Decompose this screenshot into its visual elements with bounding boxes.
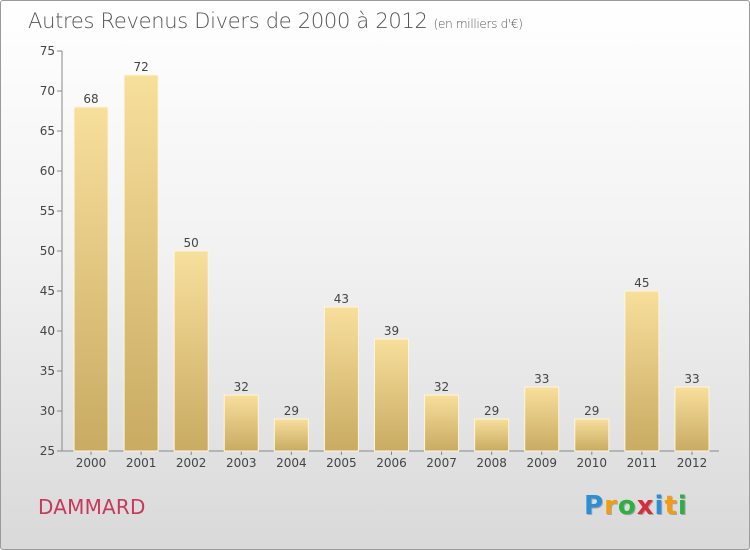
bar: [223, 394, 259, 452]
x-tick-label: 2009: [526, 456, 557, 470]
bar: [123, 74, 159, 452]
x-tick-label: 2006: [376, 456, 407, 470]
bar: [574, 418, 610, 452]
bar-value-label: 68: [83, 92, 98, 106]
x-tick-label: 2012: [677, 456, 708, 470]
brand-letter: t: [664, 491, 678, 521]
bar-value-label: 32: [434, 380, 449, 394]
bar: [624, 290, 660, 452]
y-tick-label: 25: [40, 444, 55, 458]
bar-value-label: 32: [234, 380, 249, 394]
bar: [424, 394, 460, 452]
bar-value-label: 39: [384, 324, 399, 338]
x-tick-label: 2005: [326, 456, 357, 470]
brand-letter: r: [604, 491, 618, 521]
y-tick-label: 70: [40, 84, 55, 98]
y-tick-label: 65: [40, 124, 55, 138]
bar-value-label: 72: [133, 60, 148, 74]
proxiti-logo: Proxiti: [584, 491, 688, 521]
bar: [374, 338, 409, 452]
y-tick-label: 50: [40, 244, 55, 258]
bar: [273, 418, 309, 452]
bar-value-label: 29: [484, 404, 499, 418]
y-tick-label: 35: [40, 364, 55, 378]
bar-value-label: 33: [684, 372, 699, 386]
bar: [474, 418, 510, 452]
commune-name: DAMMARD: [38, 495, 146, 519]
brand-letter: i: [654, 491, 665, 521]
bar: [323, 306, 359, 452]
brand-letter: o: [617, 491, 637, 521]
bar-value-label: 43: [334, 292, 349, 306]
x-tick-label: 2000: [76, 456, 107, 470]
x-tick-label: 2002: [176, 456, 207, 470]
bar: [674, 386, 710, 452]
chart-title: Autres Revenus Divers de 2000 à 2012 (en …: [28, 9, 523, 33]
y-tick-label: 45: [40, 284, 55, 298]
y-tick-label: 30: [40, 404, 55, 418]
x-tick-label: 2001: [126, 456, 157, 470]
y-tick-label: 40: [40, 324, 55, 338]
brand-letter: i: [677, 491, 688, 521]
x-tick-label: 2008: [476, 456, 507, 470]
y-tick-label: 75: [40, 44, 55, 58]
brand-letter: x: [636, 491, 655, 521]
bar: [524, 386, 560, 452]
bar-value-label: 29: [284, 404, 299, 418]
bar-value-label: 45: [634, 276, 649, 290]
x-tick-label: 2007: [426, 456, 457, 470]
chart-subtitle: (en milliers d'€): [433, 17, 523, 31]
brand-letter: P: [584, 491, 605, 521]
x-tick-label: 2011: [627, 456, 658, 470]
bar-value-label: 29: [584, 404, 599, 418]
bar-value-label: 50: [184, 236, 199, 250]
x-tick-label: 2003: [226, 456, 257, 470]
bar: [173, 250, 209, 452]
bar-value-label: 33: [534, 372, 549, 386]
chart-title-text: Autres Revenus Divers de 2000 à 2012: [28, 9, 428, 33]
x-tick-label: 2010: [577, 456, 608, 470]
x-tick-label: 2004: [276, 456, 307, 470]
y-tick-label: 55: [40, 204, 55, 218]
bar: [73, 106, 109, 452]
y-tick-label: 60: [40, 164, 55, 178]
